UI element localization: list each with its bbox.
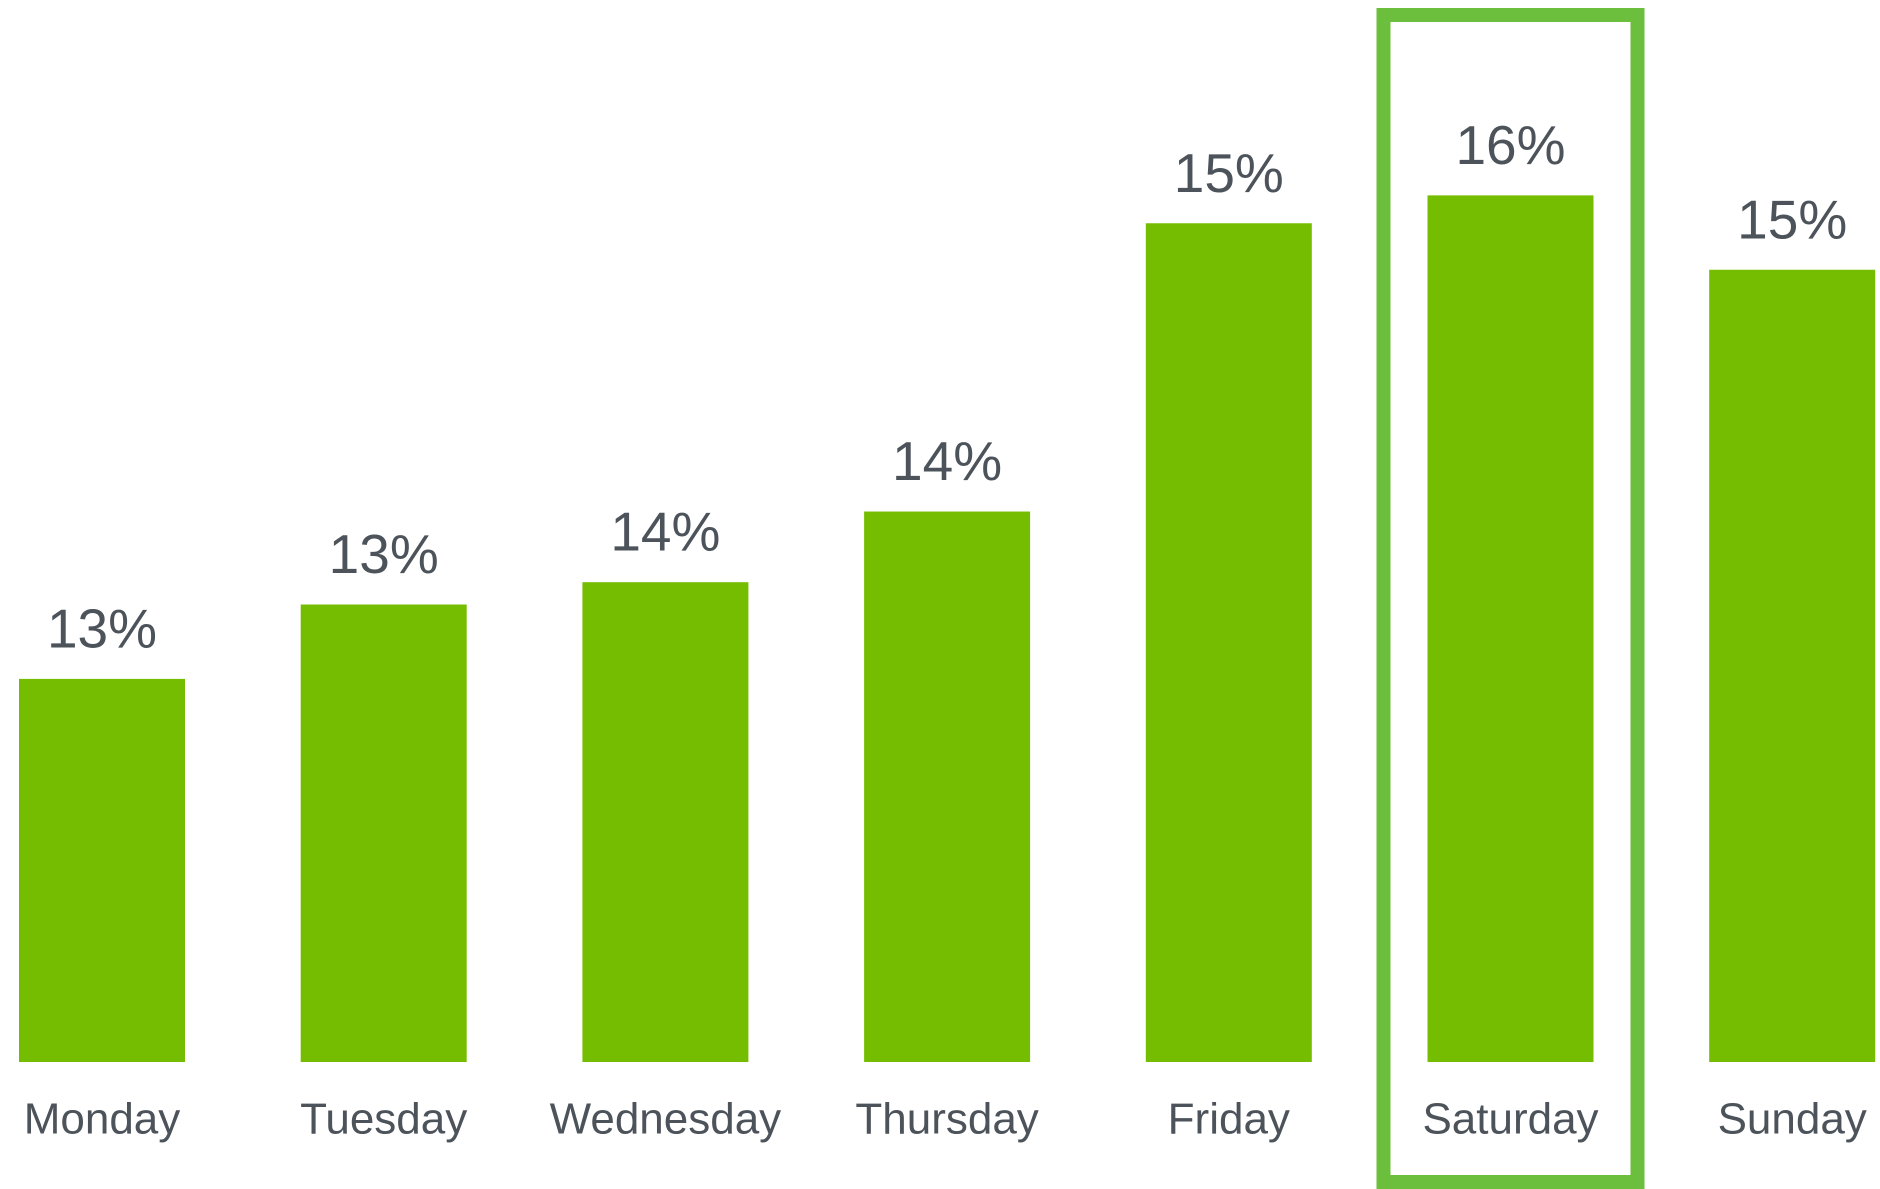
x-tick-label: Friday	[1168, 1095, 1290, 1144]
value-label: 14%	[610, 501, 720, 563]
x-tick-label: Monday	[24, 1095, 181, 1144]
bar	[864, 511, 1031, 1063]
bar	[1427, 195, 1594, 1063]
value-label: 16%	[1455, 114, 1565, 176]
bar	[1145, 223, 1312, 1063]
x-tick-label: Sunday	[1718, 1095, 1867, 1144]
value-label: 14%	[892, 430, 1002, 492]
value-label: 13%	[329, 523, 439, 585]
x-tick-label: Tuesday	[300, 1095, 467, 1144]
highlight-box	[1376, 8, 1645, 1189]
x-tick-label: Thursday	[855, 1095, 1038, 1144]
value-label: 15%	[1737, 188, 1847, 250]
bar	[1709, 269, 1876, 1063]
x-tick-label: Saturday	[1422, 1095, 1598, 1144]
x-tick-label: Wednesday	[550, 1095, 782, 1144]
value-label: 13%	[47, 597, 157, 659]
bar	[19, 678, 185, 1062]
bar	[300, 604, 467, 1062]
value-label: 15%	[1174, 142, 1284, 204]
bar	[582, 582, 749, 1062]
